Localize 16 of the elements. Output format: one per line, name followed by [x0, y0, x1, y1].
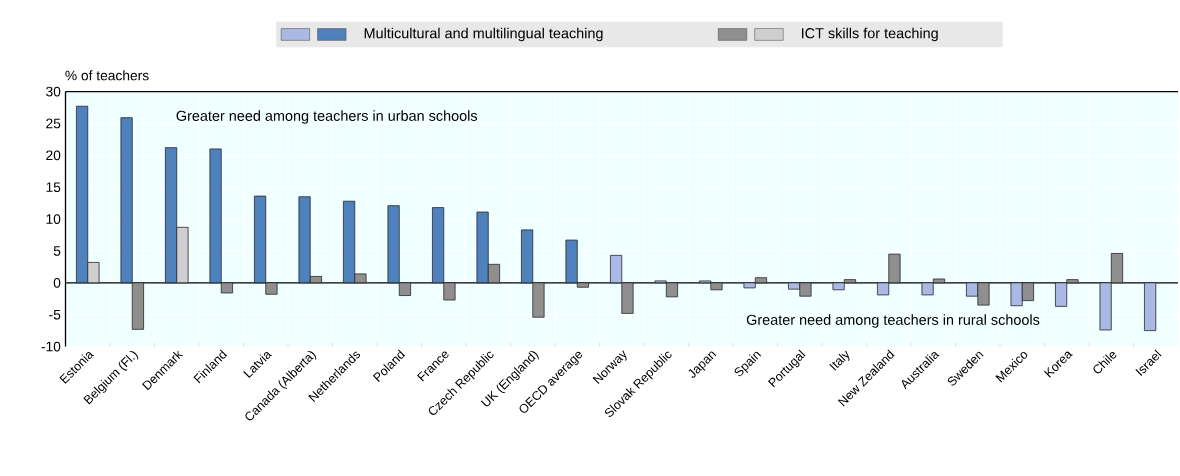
legend-label: ICT skills for teaching	[802, 27, 938, 42]
y-tick-label: -10	[41, 341, 61, 352]
y-tick-label: -5	[49, 310, 61, 320]
annotation: Greater need among teachers in urban schools	[176, 110, 478, 125]
y-tick-label: 15	[46, 182, 61, 193]
y-tick-label: 5	[53, 246, 61, 256]
y-tick-label: 20	[46, 150, 61, 161]
annotation: Greater need among teachers in rural schools	[746, 314, 1040, 328]
y-tick-label: 25	[46, 118, 61, 129]
y-axis-title: % of teachers	[65, 70, 149, 81]
y-tick-label: 30	[46, 86, 61, 97]
y-tick-label: 10	[46, 214, 61, 225]
x-tick-label: Italy	[829, 350, 850, 371]
y-tick-label: 0	[53, 278, 61, 288]
bar	[1144, 282, 1157, 332]
legend-label: Multicultural and multilingual teaching	[364, 27, 603, 42]
